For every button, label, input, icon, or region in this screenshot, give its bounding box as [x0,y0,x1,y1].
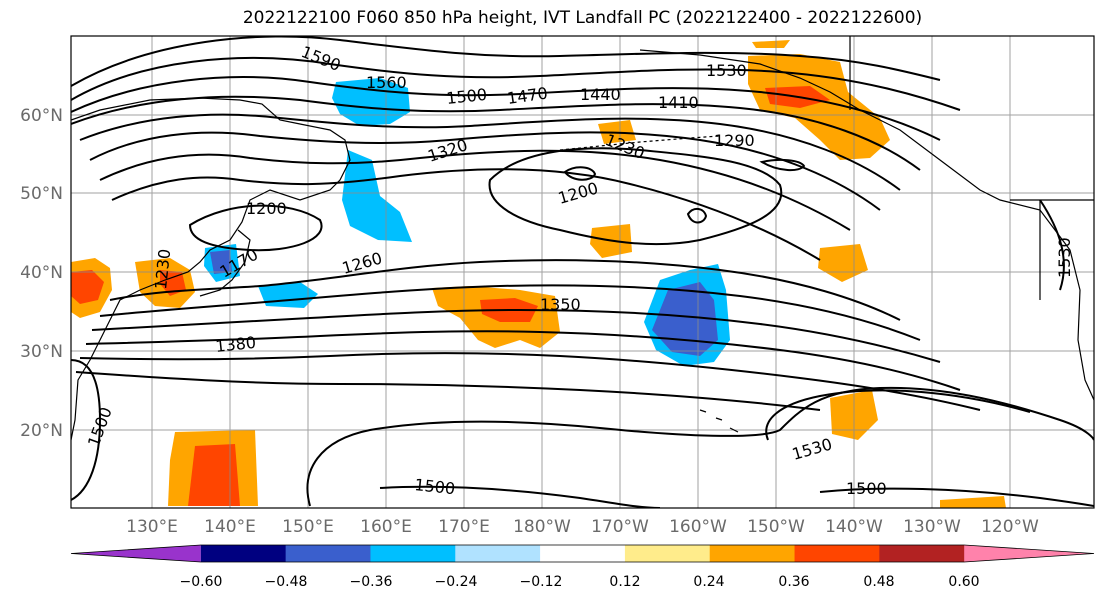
contour-label: 1500 [445,85,487,108]
lon-label: 150°E [282,517,334,537]
contour-label: 1530 [1055,237,1074,278]
contour-label: 1320 [425,135,470,166]
colorbar-tick-label: 0.60 [948,574,979,590]
contour-label: 1530 [790,434,834,463]
contour-label: 1380 [214,333,256,356]
positive-anomaly-south-east [940,496,1006,508]
colorbar-extend-min [71,545,201,562]
lon-label: 120°W [981,517,1039,537]
contour-label: 1500 [84,405,116,450]
lon-label: 130°E [126,517,178,537]
colorbar-segment [709,545,796,562]
lon-label: 170°W [591,517,649,537]
contour-label: 1410 [658,93,699,112]
lat-label: 20°N [20,421,63,441]
colorbar-tick-labels: −0.60 −0.48 −0.36 −0.24 −0.12 0.12 0.24 … [180,574,980,590]
lat-label: 30°N [20,342,63,362]
colorbar-segment [285,545,371,562]
colorbar-segment [624,545,711,562]
positive-core-subtropical-west [188,444,240,506]
positive-anomaly-bc-offshore [818,244,868,282]
colorbar-segment [794,545,880,562]
colorbar-outline [70,544,1095,563]
positive-core-korea [160,270,186,296]
lat-label: 40°N [20,263,63,283]
colorbar-segment [540,545,626,562]
positive-anomaly-gulf-alaska [748,54,890,160]
lat-label: 60°N [20,106,63,126]
contour-label: 1590 [299,42,344,75]
longitude-labels: 130°E 140°E 150°E 160°E 170°E 180°W 170°… [126,517,1039,537]
colorbar-tick-label: −0.24 [435,574,478,590]
colorbar [70,544,1095,563]
negative-core-central-pacific [652,282,718,356]
colorbar-tick-label: 0.12 [609,574,640,590]
lat-label: 50°N [20,184,63,204]
asia-coast [71,97,351,441]
lon-label: 160°W [669,517,727,537]
graticule [71,36,1094,508]
lon-label: 160°E [360,517,412,537]
lon-label: 140°W [825,517,883,537]
contour-label: 1500 [414,475,456,498]
negative-anomaly-kamchatka [342,150,412,242]
colorbar-segment [200,545,287,562]
colorbar-extend-max [964,545,1094,562]
colorbar-tick-label: −0.60 [180,574,223,590]
positive-anomaly-fragment [752,40,790,48]
coastlines [71,36,1094,441]
hawaii [699,409,739,433]
contour-label: 1500 [846,479,887,498]
map-title: 2022122100 F060 850 hPa height, IVT Land… [242,8,923,28]
colorbar-tick-label: −0.48 [265,574,308,590]
japan-coast [199,229,251,297]
contour-label: 1200 [556,178,600,207]
height-contours [71,36,1094,508]
lon-label: 130°W [903,517,961,537]
lon-label: 170°E [438,517,490,537]
ivt-shading [71,40,1006,508]
contour-label: 1290 [714,131,755,150]
contour-label: 1440 [580,85,621,104]
negative-core-japan [210,250,232,274]
negative-anomaly-okhotsk [332,78,410,126]
map-frame [70,35,1095,509]
contour-label: 1560 [366,73,407,92]
positive-core-west-pacific-edge [71,270,104,304]
contour-label: 1230 [151,248,174,290]
aleutians [559,135,721,151]
contour-label: 1200 [246,199,287,218]
north-america-interior [849,36,1094,300]
colorbar-tick-label: 0.36 [778,574,809,590]
colorbar-tick-label: −0.12 [520,574,563,590]
contour-label: 1530 [706,61,747,80]
colorbar-tick-label: 0.24 [693,574,724,590]
contour-label: 1350 [540,295,581,314]
latitude-labels: 60°N 50°N 40°N 30°N 20°N [20,106,63,441]
lon-label: 150°W [747,517,805,537]
colorbar-tick-label: −0.36 [350,574,393,590]
lon-label: 140°E [204,517,256,537]
lon-label: 180°W [513,517,571,537]
colorbar-segment [370,545,456,562]
colorbar-tick-label: 0.48 [863,574,894,590]
colorbar-segment [879,545,965,562]
colorbar-segment [455,545,541,562]
